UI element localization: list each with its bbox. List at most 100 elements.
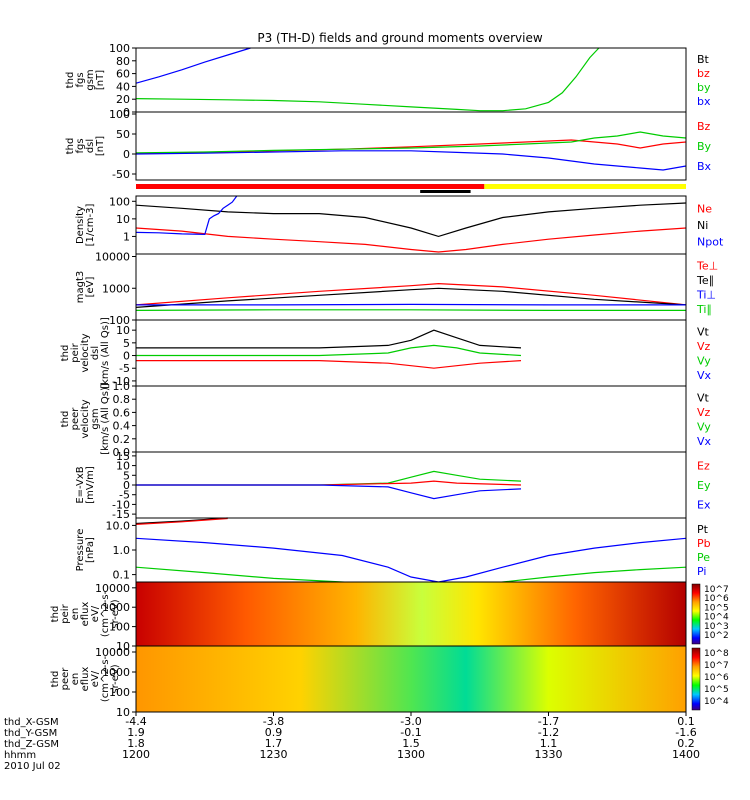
series-line	[135, 537, 687, 583]
ephemeris-label: 2010 Jul 02	[4, 761, 61, 772]
ephemeris-value: 1.9	[127, 726, 145, 739]
series-line	[135, 287, 687, 308]
y-tick-label: 10.0	[106, 519, 131, 532]
ephemeris-value: 0.9	[265, 726, 283, 739]
series-line	[135, 131, 687, 154]
legend-entry: bx	[697, 95, 711, 108]
y-tick-label: 10	[116, 460, 130, 473]
y-tick-label: 10000	[95, 646, 130, 659]
series-line	[135, 517, 228, 525]
series-line	[136, 360, 522, 369]
panel-frame	[135, 111, 687, 181]
legend-entry: Bt	[697, 53, 710, 66]
legend-entry: Te∥	[696, 274, 714, 287]
legend-entry: Vt	[697, 391, 710, 404]
x-tick-label: 1200	[122, 748, 150, 761]
mode-segment	[420, 190, 471, 193]
series-line	[135, 47, 251, 84]
y-axis-label: sr-eV)	[110, 664, 121, 693]
ephemeris-value: -4.4	[125, 715, 146, 728]
series-line	[135, 309, 686, 311]
legend-entry: Bx	[697, 160, 712, 173]
y-tick-label: 5	[123, 337, 130, 350]
colorbar-label: 10^2	[704, 631, 729, 641]
legend-entry: Pb	[697, 537, 711, 550]
y-axis-label: velocity	[80, 399, 91, 438]
series-line	[136, 329, 522, 349]
y-tick-label: 40	[116, 80, 130, 93]
series-line	[136, 344, 522, 357]
x-tick-label: 1230	[260, 748, 288, 761]
y-axis-label: en	[70, 673, 81, 686]
panel-density: 100 10 1 Ne Ni Npot Density [1/cm-3]	[75, 195, 724, 255]
legend-entry: Ey	[697, 479, 711, 492]
y-axis-label: [nPa]	[85, 537, 96, 563]
y-axis-label: eflux	[80, 602, 91, 627]
panel-fgs_dsl: 100 50 0 -50 Bz By Bx thd fgs dsl [nT]	[65, 108, 712, 181]
y-tick-label: 0.6	[113, 406, 131, 419]
y-axis-label: dsl	[90, 346, 101, 360]
legend-entry: Bz	[697, 120, 711, 133]
y-tick-label: 0	[123, 106, 130, 119]
ephemeris-value: 0.1	[677, 715, 695, 728]
y-tick-label: 10	[116, 640, 130, 653]
y-tick-label: 100	[109, 621, 130, 634]
y-axis-label: peir	[70, 342, 81, 362]
series-line	[135, 47, 600, 112]
ephemeris-value: -3.8	[263, 715, 284, 728]
y-axis-label: thd	[60, 411, 71, 428]
legend-entry: Ti⊥	[696, 288, 716, 301]
colorbar-label: 10^3	[704, 622, 729, 632]
y-tick-label: 10	[116, 213, 130, 226]
legend-entry: Vz	[697, 340, 711, 353]
y-axis-label: gsm	[90, 408, 101, 429]
colorbar-label: 10^6	[704, 594, 729, 604]
legend-entry: Pt	[697, 523, 709, 536]
legend-entry: Ez	[697, 460, 710, 473]
series-line	[136, 484, 522, 500]
colorbar-label: 10^5	[704, 603, 729, 613]
y-axis-label: (cm^2-s-	[100, 590, 111, 637]
panel-peir_spectrogram: 10^710^610^510^410^310^2 10000 1000 100 10 th…	[50, 581, 729, 653]
y-tick-label: 100	[109, 686, 130, 699]
ephemeris-value: 1.5	[402, 737, 420, 750]
y-tick-label: -10	[112, 375, 130, 388]
ephemeris-value: -1.6	[675, 726, 696, 739]
y-axis-label: magt3	[75, 271, 86, 304]
y-tick-label: 100	[109, 108, 130, 121]
y-axis-label: eV/	[90, 670, 101, 687]
y-axis-label: [mV/m]	[85, 466, 96, 504]
series-line	[135, 227, 687, 253]
colorbar-label: 10^5	[704, 685, 729, 695]
colorbar-label: 10^6	[704, 673, 729, 683]
legend-entry: bz	[697, 67, 710, 80]
legend-entry: Ex	[697, 498, 711, 511]
y-tick-label: -5	[119, 489, 130, 502]
y-tick-label: 1	[123, 230, 130, 243]
colorbar-label: 10^4	[704, 697, 729, 707]
legend-entry: Ne	[697, 202, 712, 215]
y-tick-label: 100	[109, 314, 130, 327]
y-tick-label: 1000	[102, 601, 130, 614]
ephemeris-label: thd_X-GSM	[4, 717, 59, 728]
y-tick-label: 10	[116, 706, 130, 719]
y-tick-label: -50	[112, 168, 130, 181]
colorbar-label: 10^7	[704, 661, 729, 671]
y-tick-label: 1000	[102, 666, 130, 679]
y-axis-label: thd	[65, 72, 76, 89]
y-axis-label: eflux	[80, 667, 91, 692]
legend-entry: Vx	[697, 369, 712, 382]
y-axis-label: [nT]	[95, 70, 106, 90]
y-tick-label: 15	[116, 450, 130, 463]
y-tick-label: 60	[116, 68, 130, 81]
y-axis-label: (cm^2-s-	[100, 655, 111, 702]
ephemeris-value: -0.1	[400, 726, 421, 739]
x-tick-label: 1400	[672, 748, 700, 761]
y-tick-label: 0.0	[113, 446, 131, 459]
y-tick-label: -5	[119, 362, 130, 375]
